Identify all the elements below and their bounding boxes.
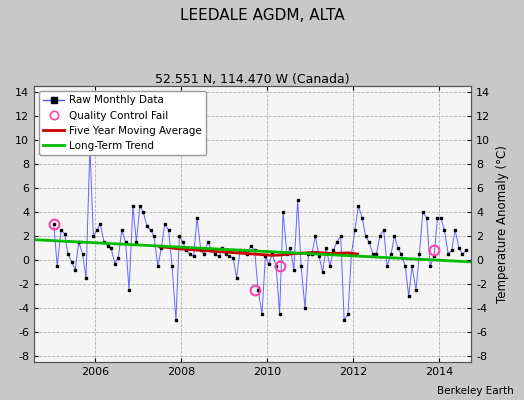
- Text: Berkeley Earth: Berkeley Earth: [437, 386, 514, 396]
- Text: LEEDALE AGDM, ALTA: LEEDALE AGDM, ALTA: [180, 8, 344, 23]
- Y-axis label: Temperature Anomaly (°C): Temperature Anomaly (°C): [496, 145, 509, 303]
- Legend: Raw Monthly Data, Quality Control Fail, Five Year Moving Average, Long-Term Tren: Raw Monthly Data, Quality Control Fail, …: [39, 91, 206, 155]
- Title: 52.551 N, 114.470 W (Canada): 52.551 N, 114.470 W (Canada): [156, 73, 350, 86]
